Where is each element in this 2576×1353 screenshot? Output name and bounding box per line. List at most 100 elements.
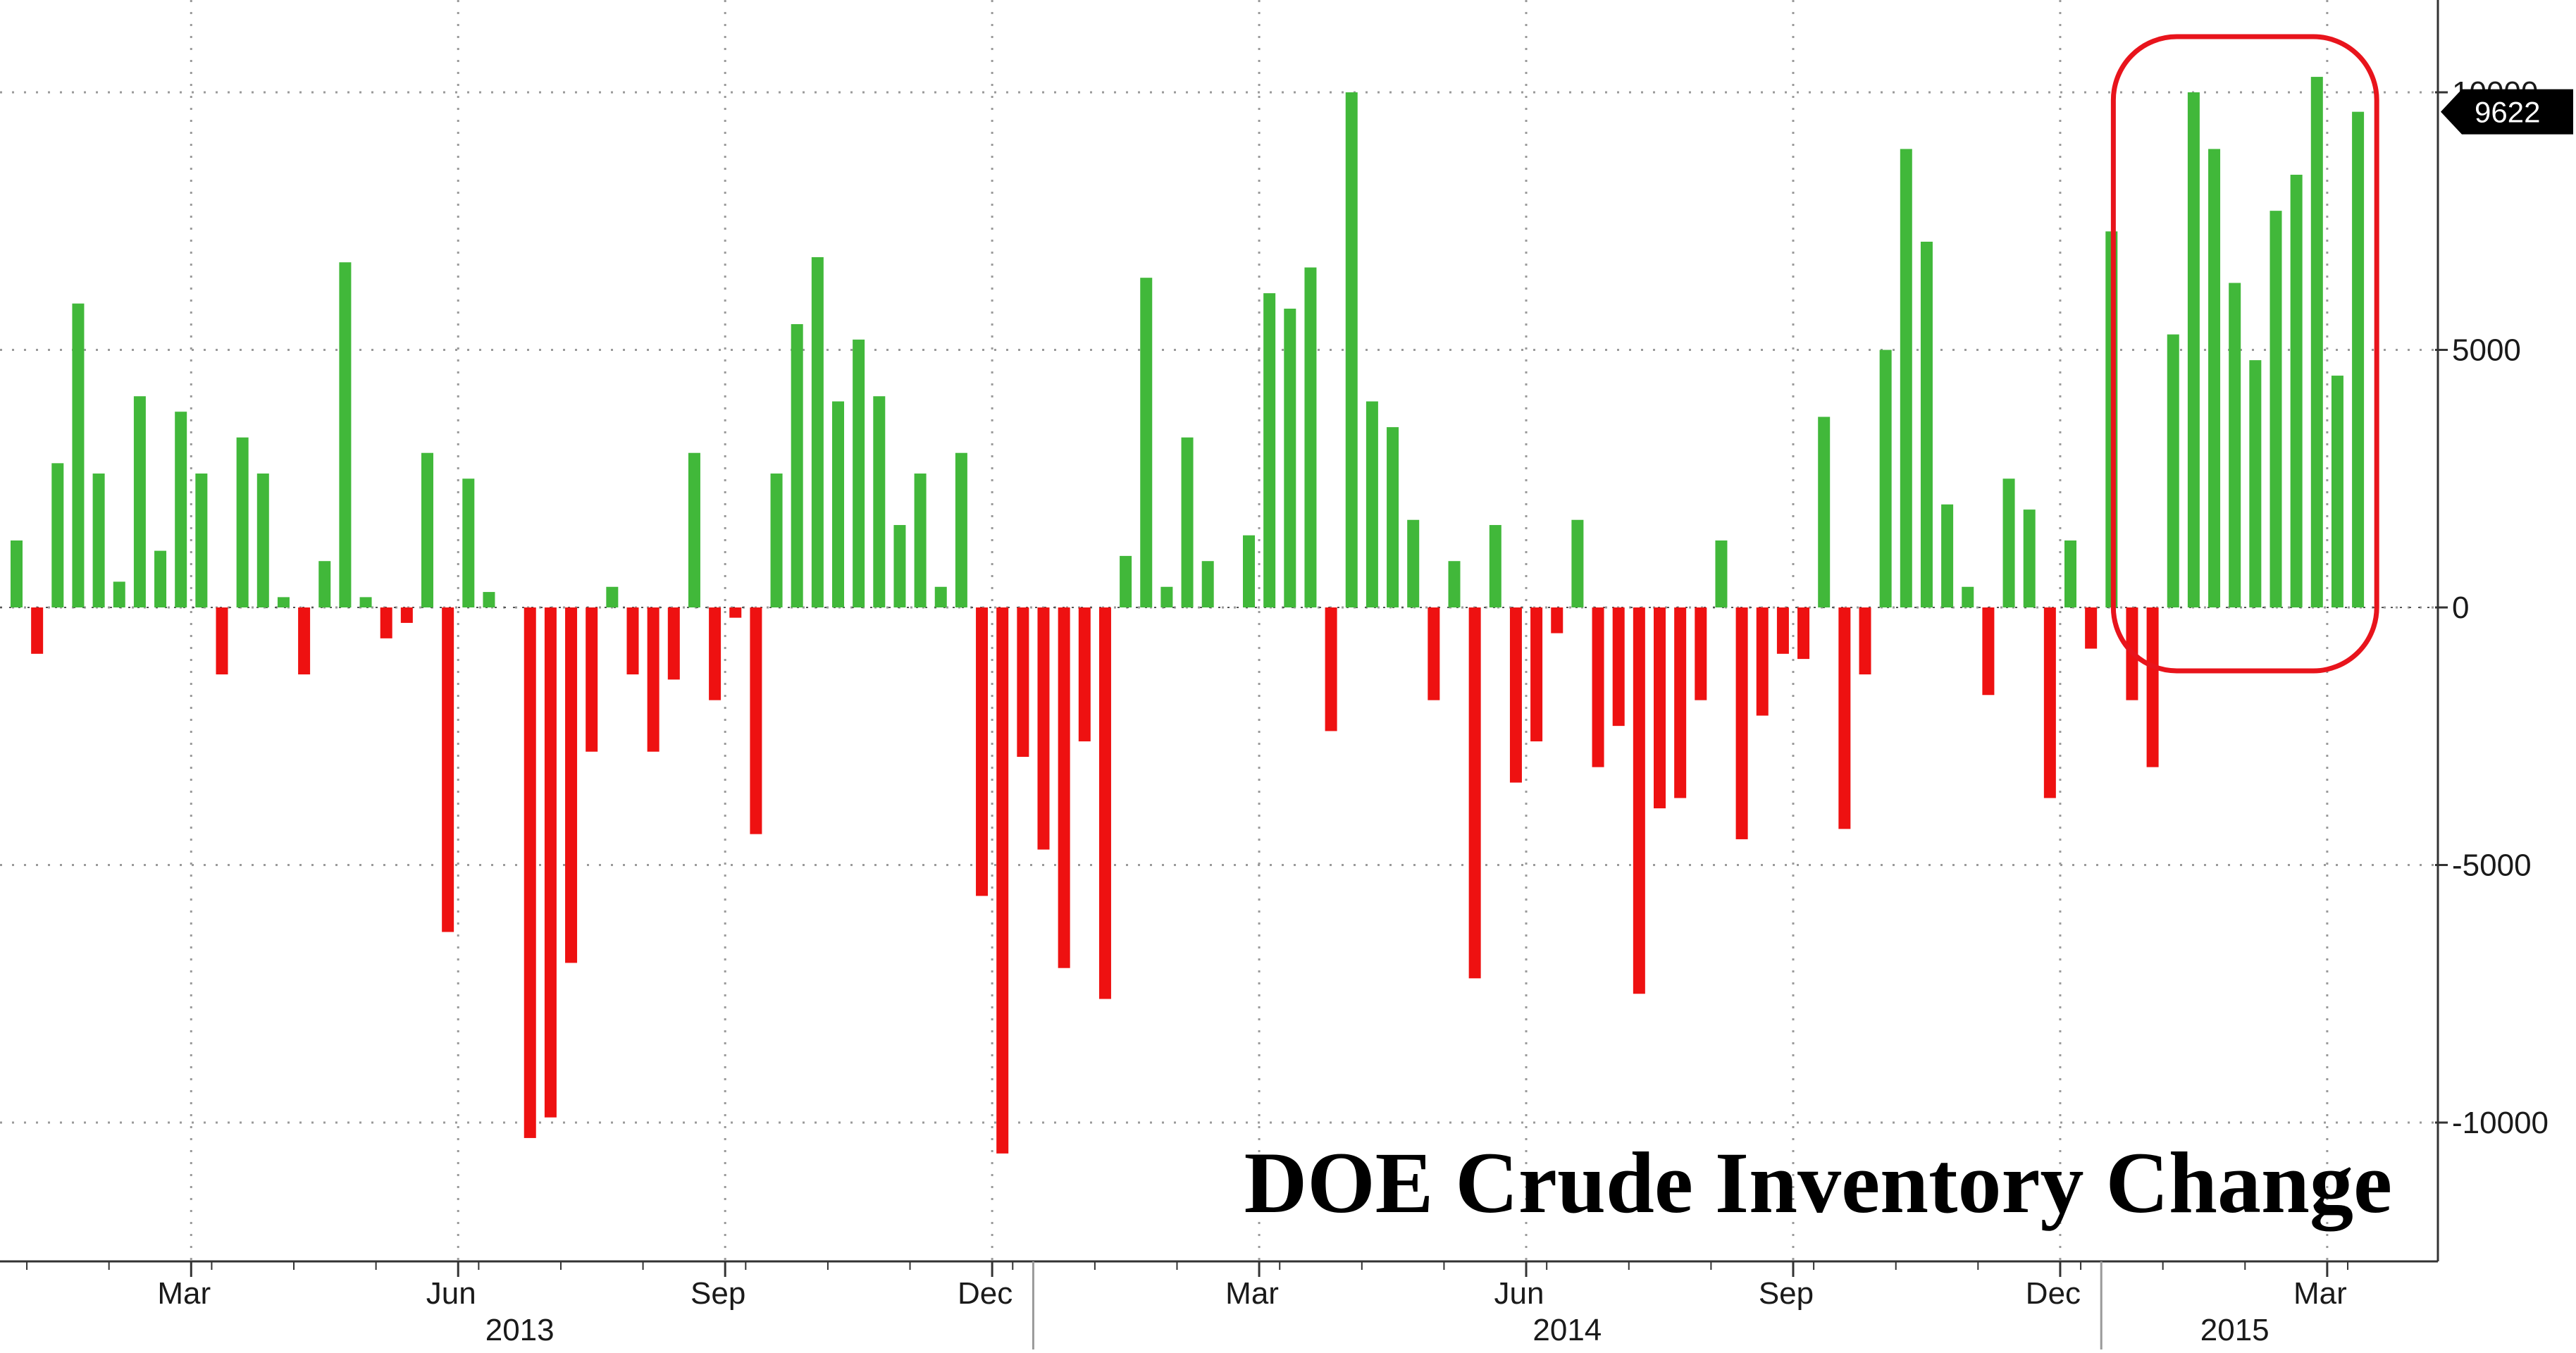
bar-draw (1982, 607, 1995, 696)
bar-draw (750, 607, 762, 834)
bar-build (2064, 540, 2076, 607)
bar-draw (2085, 607, 2098, 649)
bar-build (113, 581, 125, 607)
bar-draw (1674, 607, 1687, 798)
bar-draw (380, 607, 392, 638)
bars-group (11, 77, 2365, 1154)
bar-build (914, 473, 927, 607)
bar-draw (1838, 607, 1851, 829)
bar-build (133, 396, 146, 607)
bar-draw (996, 607, 1009, 1154)
bar-draw (626, 607, 639, 675)
bar-draw (1654, 607, 1666, 809)
bar-draw (709, 607, 722, 700)
bar-build (1489, 525, 1501, 607)
bar-draw (400, 607, 413, 623)
bar-draw (1078, 607, 1091, 742)
bar-draw (1612, 607, 1625, 727)
bar-build (1201, 561, 1214, 607)
x-tick-label: Jun (1494, 1276, 1544, 1311)
bar-draw (1695, 607, 1707, 700)
bar-draw (298, 607, 311, 675)
bar-build (2249, 360, 2262, 607)
bar-build (1345, 92, 1358, 607)
y-tick-label: 5000 (2452, 333, 2521, 368)
x-tick-label: Jun (426, 1276, 476, 1311)
bar-build (811, 257, 824, 607)
last-value-marker: 9622 (2441, 89, 2573, 135)
bar-build (2023, 509, 2036, 607)
bar-build (2002, 478, 2015, 607)
bar-build (195, 473, 208, 607)
bar-build (1263, 293, 1276, 607)
x-tick-label: Dec (2026, 1276, 2081, 1311)
axes (0, 0, 2448, 1349)
bar-draw (216, 607, 228, 675)
bar-build (359, 597, 372, 607)
year-label: 2014 (1532, 1313, 1602, 1347)
y-tick-label: -10000 (2452, 1106, 2549, 1140)
highlight-box (2110, 34, 2379, 674)
bar-build (51, 463, 64, 607)
bar-draw (1098, 607, 1111, 999)
last-value-tag (2441, 89, 2573, 135)
grid-lines (0, 0, 2438, 1261)
bar-build (1160, 586, 1173, 607)
bar-build (1120, 555, 1132, 607)
bar-build (1920, 241, 1933, 607)
bar-draw (976, 607, 989, 896)
bar-build (256, 473, 269, 607)
bar-build (1304, 267, 1317, 607)
bar-build (606, 586, 619, 607)
bar-build (1715, 540, 1728, 607)
bar-draw (1017, 607, 1029, 757)
bar-build (2352, 111, 2365, 607)
bar-build (483, 592, 495, 607)
bar-build (853, 339, 865, 607)
bar-build (2167, 334, 2179, 607)
bar-build (893, 525, 906, 607)
bar-build (1366, 401, 1378, 607)
bar-draw (1058, 607, 1070, 968)
y-tick-label: -5000 (2452, 848, 2532, 883)
bar-draw (1592, 607, 1604, 767)
x-tick-label: Sep (1759, 1276, 1814, 1311)
bar-build (277, 597, 290, 607)
bar-draw (1551, 607, 1563, 634)
bar-build (1407, 519, 1420, 607)
bar-draw (1735, 607, 1748, 839)
bar-draw (565, 607, 578, 963)
bar-build (2208, 149, 2221, 607)
bar-build (92, 473, 105, 607)
chart-title: DOE Crude Inventory Change (1244, 1135, 2392, 1232)
bar-build (154, 550, 167, 607)
x-tick-label: Mar (2293, 1276, 2347, 1311)
bar-build (339, 262, 352, 607)
bar-build (236, 437, 249, 607)
bar-draw (1037, 607, 1050, 850)
bar-draw (544, 607, 557, 1118)
year-label: 2015 (2200, 1313, 2270, 1347)
bar-draw (647, 607, 660, 752)
bar-build (934, 586, 947, 607)
year-label: 2013 (485, 1313, 555, 1347)
bar-build (1879, 350, 1892, 607)
bar-build (1243, 535, 1255, 607)
bar-build (1284, 309, 1296, 607)
bar-build (72, 303, 85, 607)
bar-draw (1756, 607, 1769, 716)
y-tick-label: 0 (2452, 591, 2469, 625)
bar-build (832, 401, 844, 607)
bar-build (1571, 519, 1584, 607)
bar-draw (729, 607, 742, 618)
bar-build (421, 452, 433, 607)
bar-build (1962, 586, 1974, 607)
bar-draw (2146, 607, 2159, 767)
bar-build (2290, 174, 2303, 607)
bar-build (2270, 211, 2282, 607)
bar-draw (1428, 607, 1440, 700)
bar-build (1900, 149, 1912, 607)
bar-build (955, 452, 967, 607)
bar-build (1818, 416, 1831, 607)
